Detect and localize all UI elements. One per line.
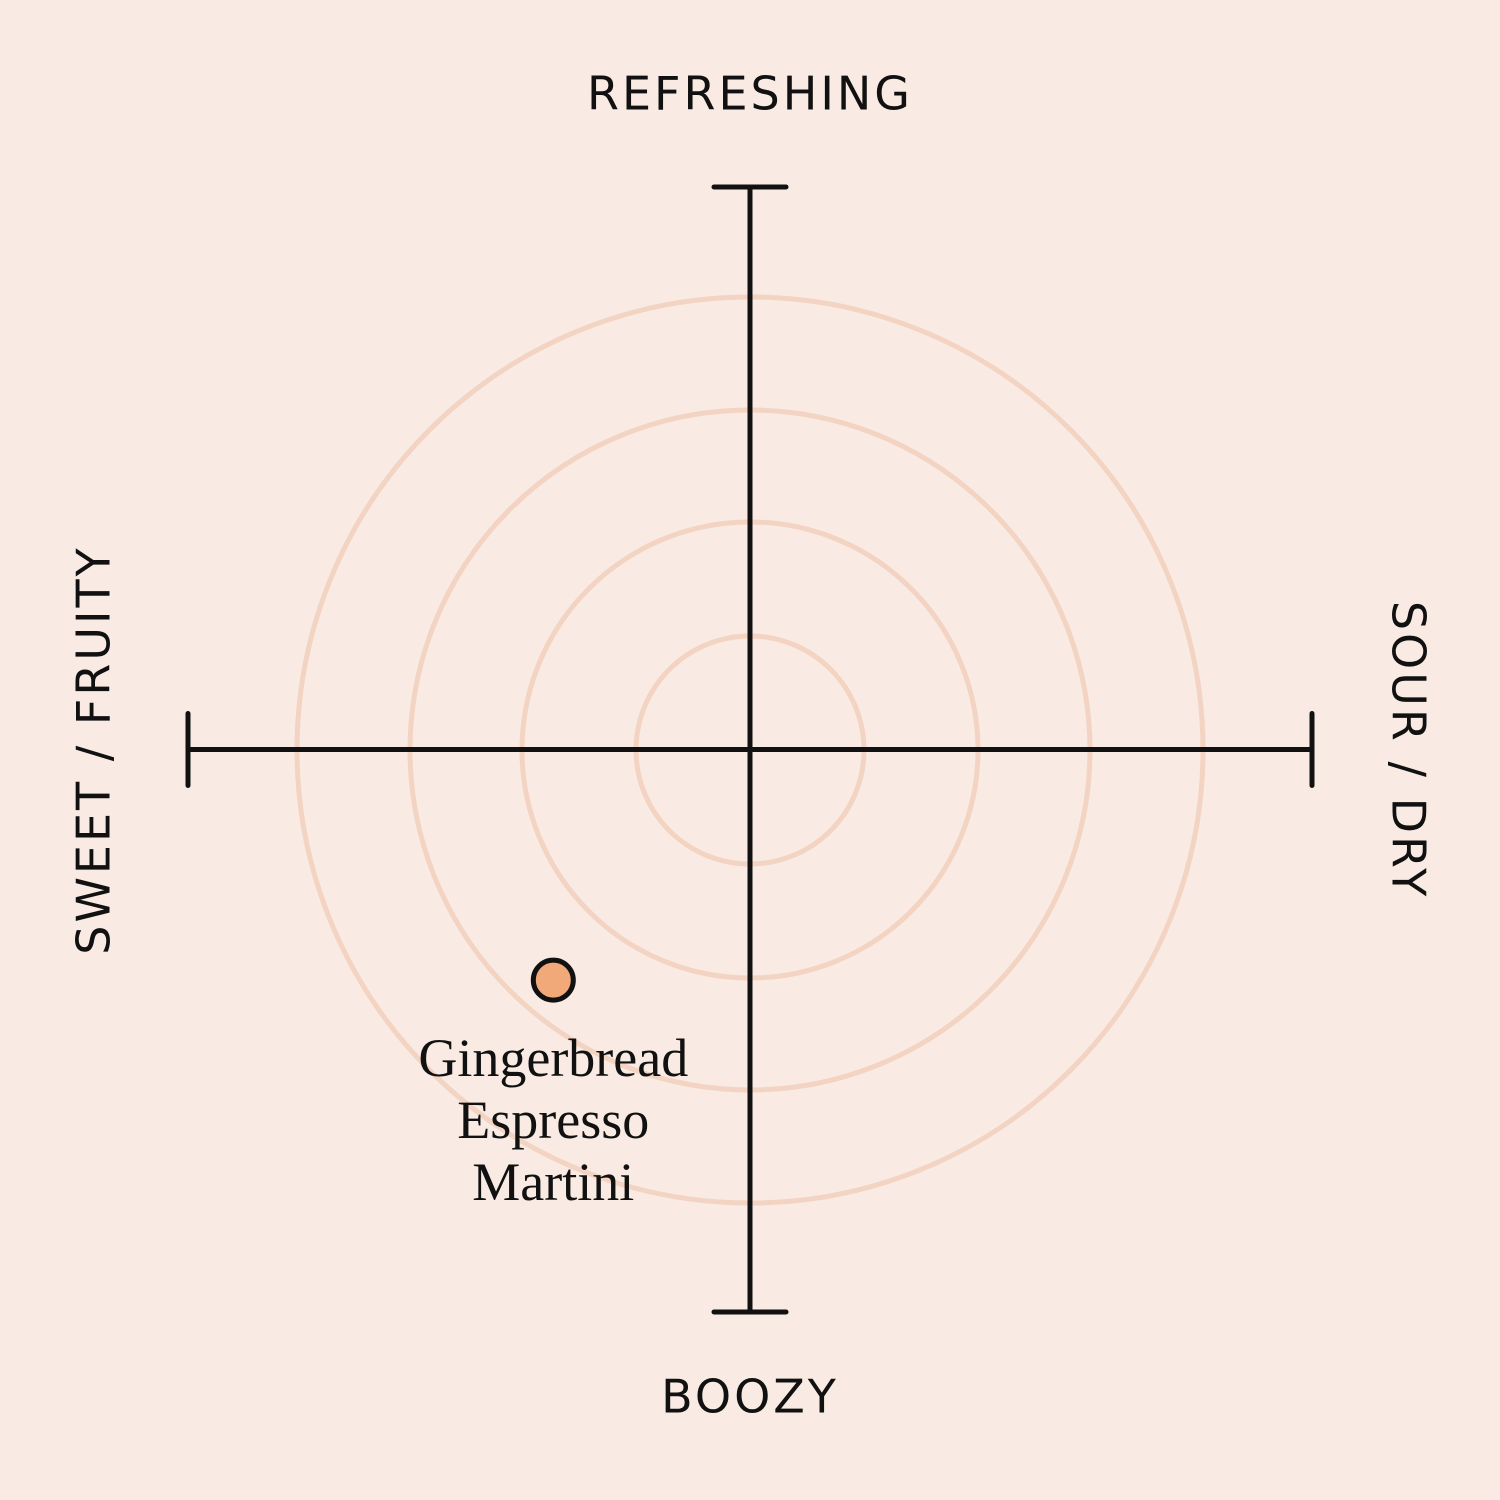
- point: [530, 957, 576, 1003]
- right-label: SOUR / DRY: [1382, 601, 1436, 899]
- left-label: SWEET / FRUITY: [67, 545, 121, 955]
- bottom-label: BOOZY: [661, 1370, 839, 1424]
- top-label: REFRESHING: [587, 67, 913, 121]
- point-label: Gingerbread Espresso Martini: [418, 1028, 689, 1213]
